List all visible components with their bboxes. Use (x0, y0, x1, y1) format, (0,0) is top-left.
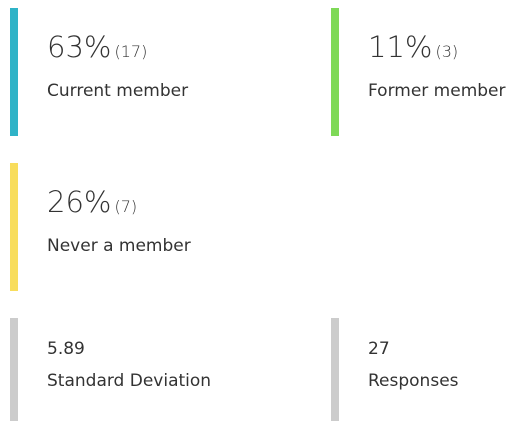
card-bar (10, 163, 18, 291)
stat-label: Standard Deviation (47, 371, 212, 391)
stat-label: Responses (368, 371, 459, 391)
card-bar (10, 8, 18, 136)
stat-value: 5.89 (47, 339, 85, 359)
card-label: Current member (47, 81, 189, 101)
percent: 26% (47, 185, 112, 219)
percent-line: 11% (3) (368, 30, 458, 64)
stat-bar (331, 318, 339, 421)
percent-line: 26% (7) (47, 185, 137, 219)
percent: 11% (368, 30, 433, 64)
count: (3) (435, 42, 459, 61)
percent-line: 63% (17) (47, 30, 147, 64)
count: (17) (114, 42, 148, 61)
card-label: Former member (368, 81, 506, 101)
stat-bar (10, 318, 18, 421)
percent: 63% (47, 30, 112, 64)
stat-value: 27 (368, 339, 390, 359)
card-bar (331, 8, 339, 136)
card-label: Never a member (47, 236, 191, 256)
count: (7) (114, 197, 138, 216)
